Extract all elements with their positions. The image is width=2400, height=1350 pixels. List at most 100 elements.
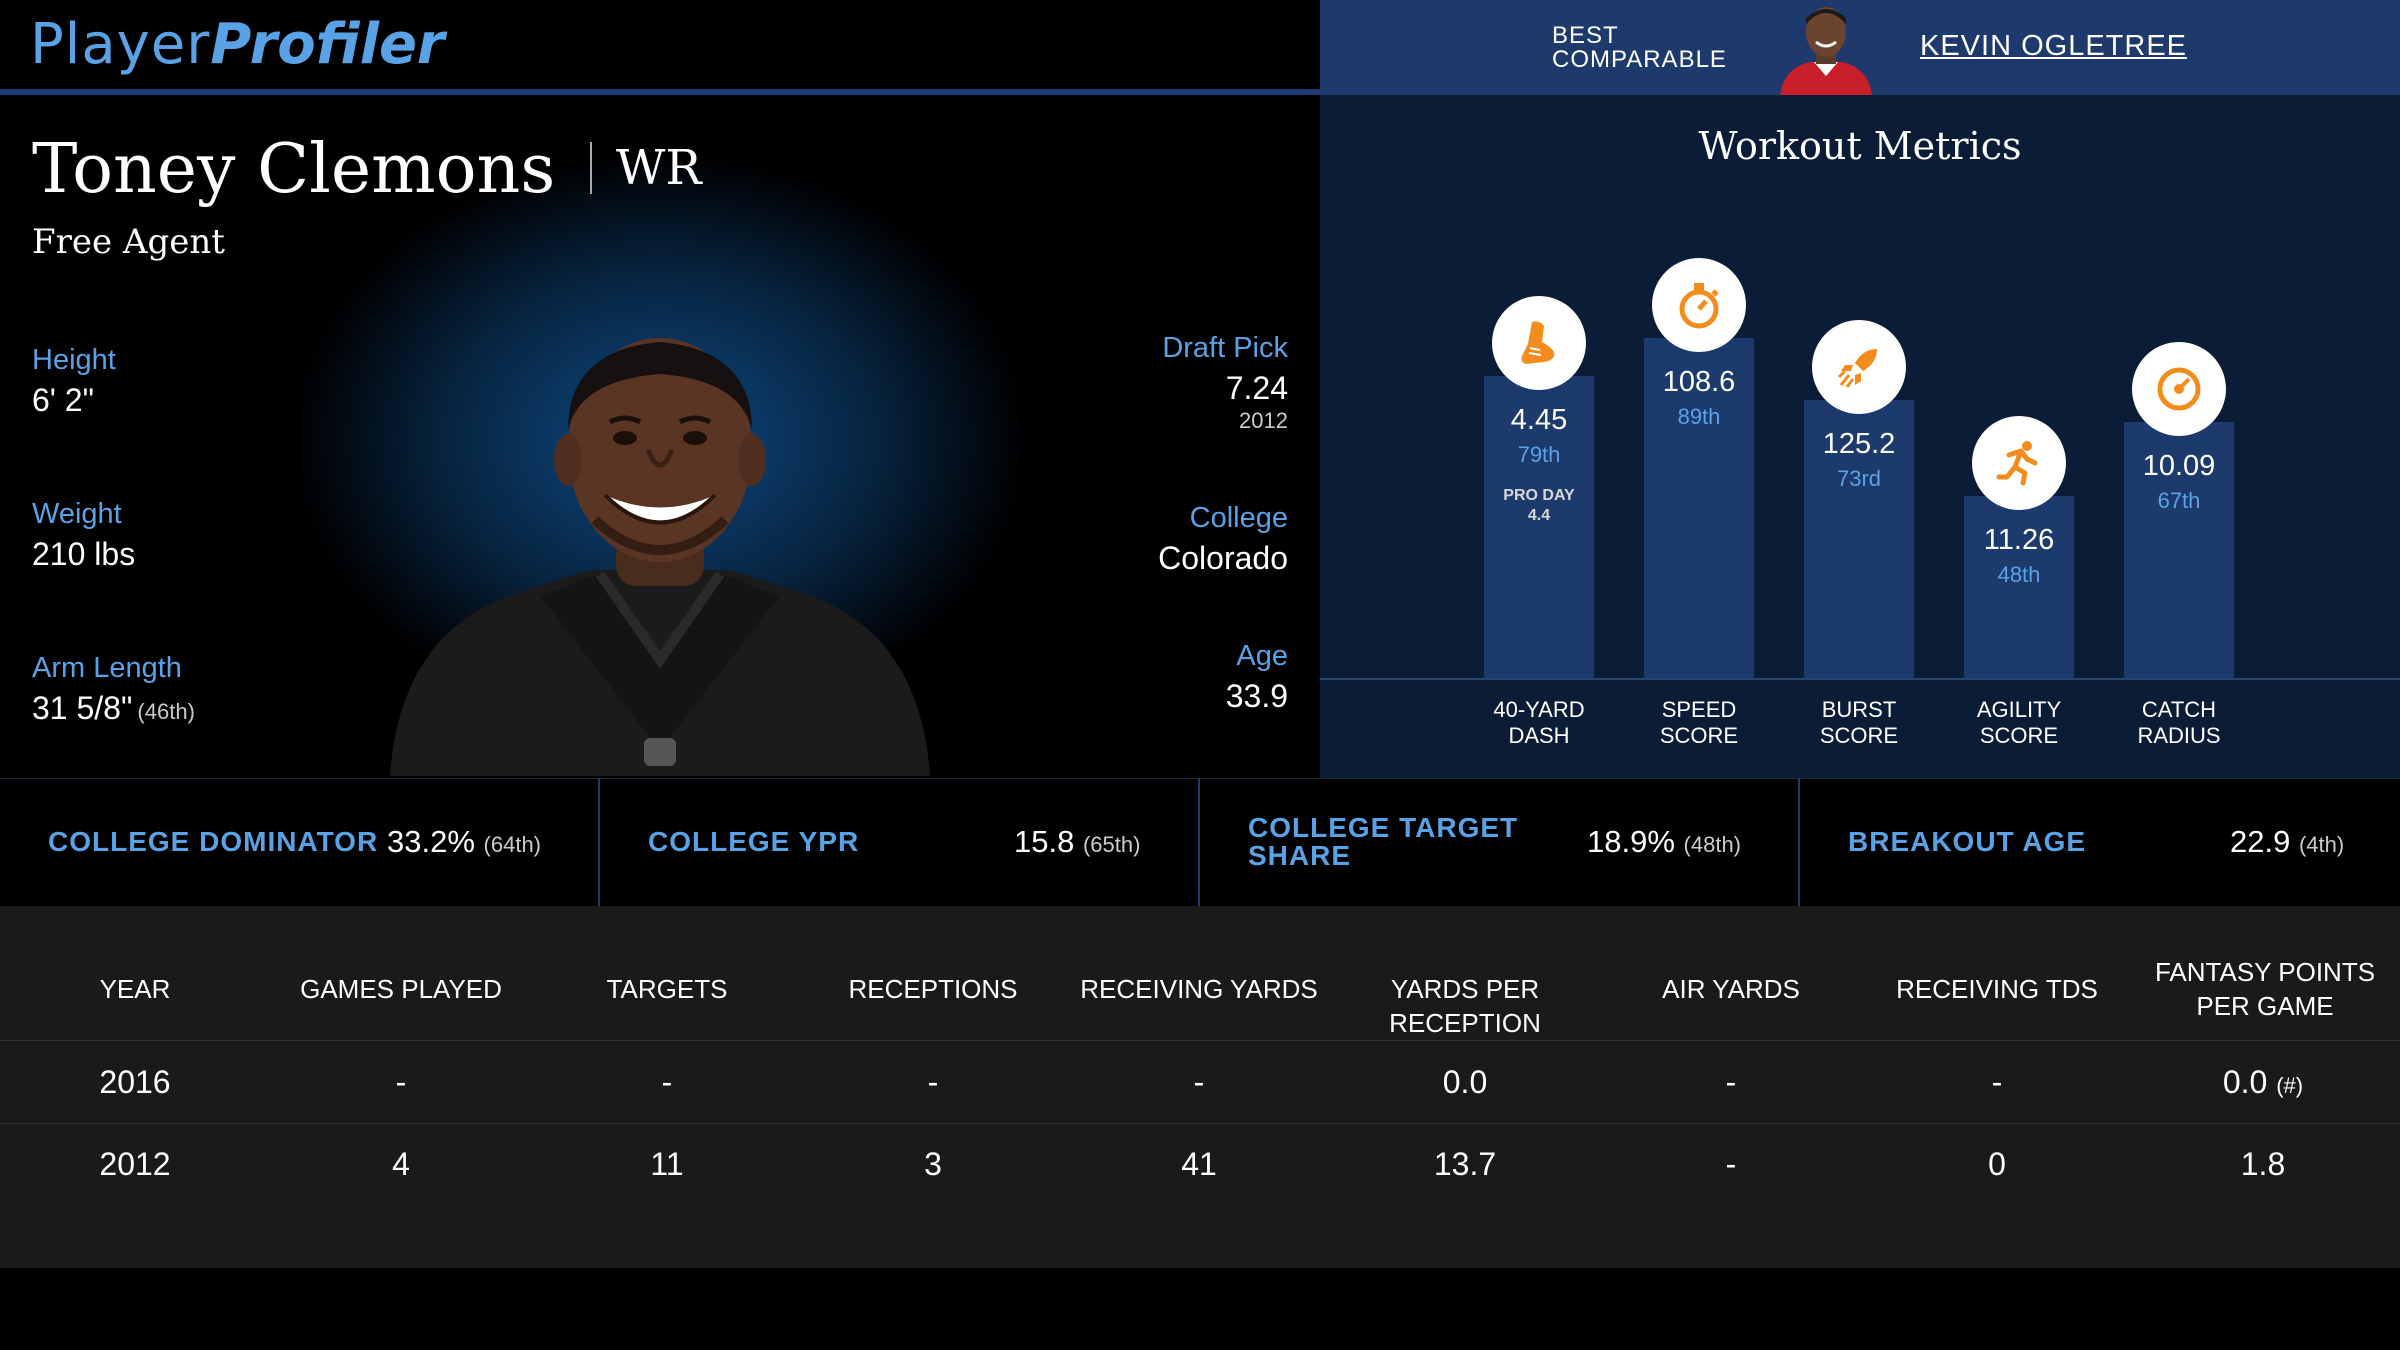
arm-length-label: Arm Length: [32, 652, 182, 684]
col-header-year: YEAR: [99, 974, 171, 1004]
shoe-icon: [1492, 296, 1586, 390]
col-header-ypr: YARDS PER RECEPTION: [1389, 974, 1541, 1038]
bar-label-catch-radius: CATCH RADIUS: [2099, 697, 2259, 749]
metric-value-wrap: 15.8 (65th): [1014, 824, 1140, 860]
cell-air-yards: -: [1725, 1146, 1737, 1182]
bar-burst-score[interactable]: 125.2 73rd: [1804, 400, 1914, 678]
comparable-label-line1: BEST: [1552, 22, 1619, 49]
bar-value: 10.09: [2142, 450, 2216, 482]
cell-receiving-yards: -: [1193, 1064, 1205, 1100]
metric-breakout-age: BREAKOUT AGE 22.9 (4th): [1800, 778, 2400, 906]
bar-percentile: 79th: [1517, 442, 1561, 467]
header-underline: [0, 89, 1320, 95]
metric-label-line2: SHARE: [1248, 840, 1352, 871]
bar-label-line2: SCORE: [1979, 723, 2059, 748]
stats-table: [0, 906, 2400, 1268]
draft-year: 2012: [1239, 408, 1288, 433]
metric-label: COLLEGE YPR: [648, 826, 860, 857]
draft-pick-label: Draft Pick: [1162, 332, 1288, 364]
college-value: Colorado: [1158, 540, 1288, 576]
cell-games: -: [395, 1064, 407, 1100]
metric-pct: (4th): [2298, 832, 2345, 857]
logo[interactable]: PlayerProfiler: [30, 10, 445, 80]
player-team: Free Agent: [32, 222, 225, 262]
metric-pct: (65th): [1082, 832, 1141, 857]
cell-ypr: 0.0: [1442, 1064, 1488, 1100]
cell-receiving-tds: 0: [1988, 1146, 2006, 1182]
cell-fantasy-ppg: 1.8: [2240, 1146, 2286, 1182]
bar-label-line2: RADIUS: [2137, 723, 2221, 748]
college-metrics-strip: [0, 778, 2400, 906]
height-label: Height: [32, 344, 116, 376]
bar-label-line1: AGILITY: [1976, 697, 2062, 722]
metric-value-wrap: 18.9% (48th): [1587, 824, 1741, 860]
cell-year: 2016: [99, 1064, 171, 1100]
bar-percentile: 48th: [1997, 562, 2041, 587]
metric-label: BREAKOUT AGE: [1848, 826, 2087, 857]
draft-pick-value: 7.24: [1225, 370, 1288, 406]
age-value: 33.9: [1225, 678, 1288, 714]
bar-percentile: 89th: [1677, 404, 1721, 429]
cell-receiving-yards: 41: [1181, 1146, 1217, 1182]
name-divider: [590, 142, 592, 194]
bar-label-line2: DASH: [1508, 723, 1570, 748]
weight-value: 210 lbs: [32, 536, 136, 572]
height-value: 6' 2": [32, 382, 94, 418]
comparable-player-link[interactable]: KEVIN OGLETREE: [1920, 30, 2188, 62]
metric-college-ypr: COLLEGE YPR 15.8 (65th): [600, 778, 1200, 906]
metric-college-target-share: COLLEGE TARGET SHARE 18.9% (48th): [1200, 778, 1800, 906]
best-comparable-label: BEST COMPARABLE: [1552, 24, 1727, 72]
bar-label-agility-score: AGILITY SCORE: [1939, 697, 2099, 749]
workout-baseline: [1320, 678, 2400, 680]
player-photo: [390, 330, 930, 776]
fantasy-note[interactable]: (#): [2276, 1073, 2304, 1098]
pro-day-value: 4.4: [1527, 507, 1551, 524]
cell-air-yards: -: [1725, 1064, 1737, 1100]
metric-label: COLLEGE DOMINATOR: [48, 826, 379, 857]
bar-label-line2: SCORE: [1659, 723, 1739, 748]
bar-label-line1: SPEED: [1661, 697, 1737, 722]
col-header-receptions: RECEPTIONS: [848, 974, 1018, 1004]
rocket-icon: [1812, 320, 1906, 414]
metric-value-wrap: 22.9 (4th): [2230, 824, 2344, 860]
col-header-games: GAMES PLAYED: [300, 974, 502, 1004]
cell-receiving-tds: -: [1991, 1064, 2003, 1100]
comparable-label-line2: COMPARABLE: [1552, 46, 1727, 73]
pro-day-label: PRO DAY: [1503, 487, 1575, 504]
cell-receptions: 3: [924, 1146, 942, 1182]
bar-percentile: 73rd: [1836, 466, 1882, 491]
metric-pct: (48th): [1683, 832, 1742, 857]
col-header-fantasy-ppg: FANTASY POINTS PER GAME: [2154, 957, 2376, 1021]
col-header-receiving-tds: RECEIVING TDS: [1896, 974, 2098, 1004]
metric-value: 33.2%: [387, 824, 475, 859]
player-name: Toney Clemons: [32, 130, 556, 209]
player-position: WR: [616, 140, 702, 196]
bar-percentile: 67th: [2157, 488, 2201, 513]
logo-part2: Profiler: [210, 12, 445, 77]
bar-label-40-yard-dash: 40-YARD DASH: [1459, 697, 1619, 749]
college-label: College: [1189, 502, 1288, 534]
cell-receptions: -: [927, 1064, 939, 1100]
metric-value: 22.9: [2230, 824, 2291, 859]
cell-targets: -: [661, 1064, 673, 1100]
cell-games: 4: [392, 1146, 410, 1182]
bar-value: 11.26: [1983, 524, 2055, 556]
fantasy-value: 0.0: [2222, 1064, 2268, 1100]
arm-length-pct: (46th): [137, 699, 195, 724]
comparable-avatar[interactable]: [1770, 2, 1882, 95]
bar-catch-radius[interactable]: 10.09 67th: [2124, 422, 2234, 678]
metric-college-dominator: COLLEGE DOMINATOR 33.2% (64th): [0, 778, 600, 906]
bar-speed-score[interactable]: 108.6 89th: [1644, 338, 1754, 678]
stopwatch-icon: [1652, 258, 1746, 352]
col-header-targets: TARGETS: [606, 974, 728, 1004]
bar-40-yard-dash[interactable]: 4.45 79th PRO DAY 4.4: [1484, 376, 1594, 678]
bar-label-speed-score: SPEED SCORE: [1619, 697, 1779, 749]
metric-value: 15.8: [1014, 824, 1075, 859]
col-header-air-yards: AIR YARDS: [1662, 974, 1800, 1004]
cell-fantasy-ppg: 0.0 (#): [2133, 1064, 2393, 1101]
bar-value: 108.6: [1662, 366, 1736, 398]
bar-agility-score[interactable]: 11.26 48th: [1964, 496, 2074, 678]
bar-value: 125.2: [1822, 428, 1896, 460]
arm-length-value: 31 5/8": [32, 690, 133, 726]
logo-part1: Player: [30, 12, 211, 77]
